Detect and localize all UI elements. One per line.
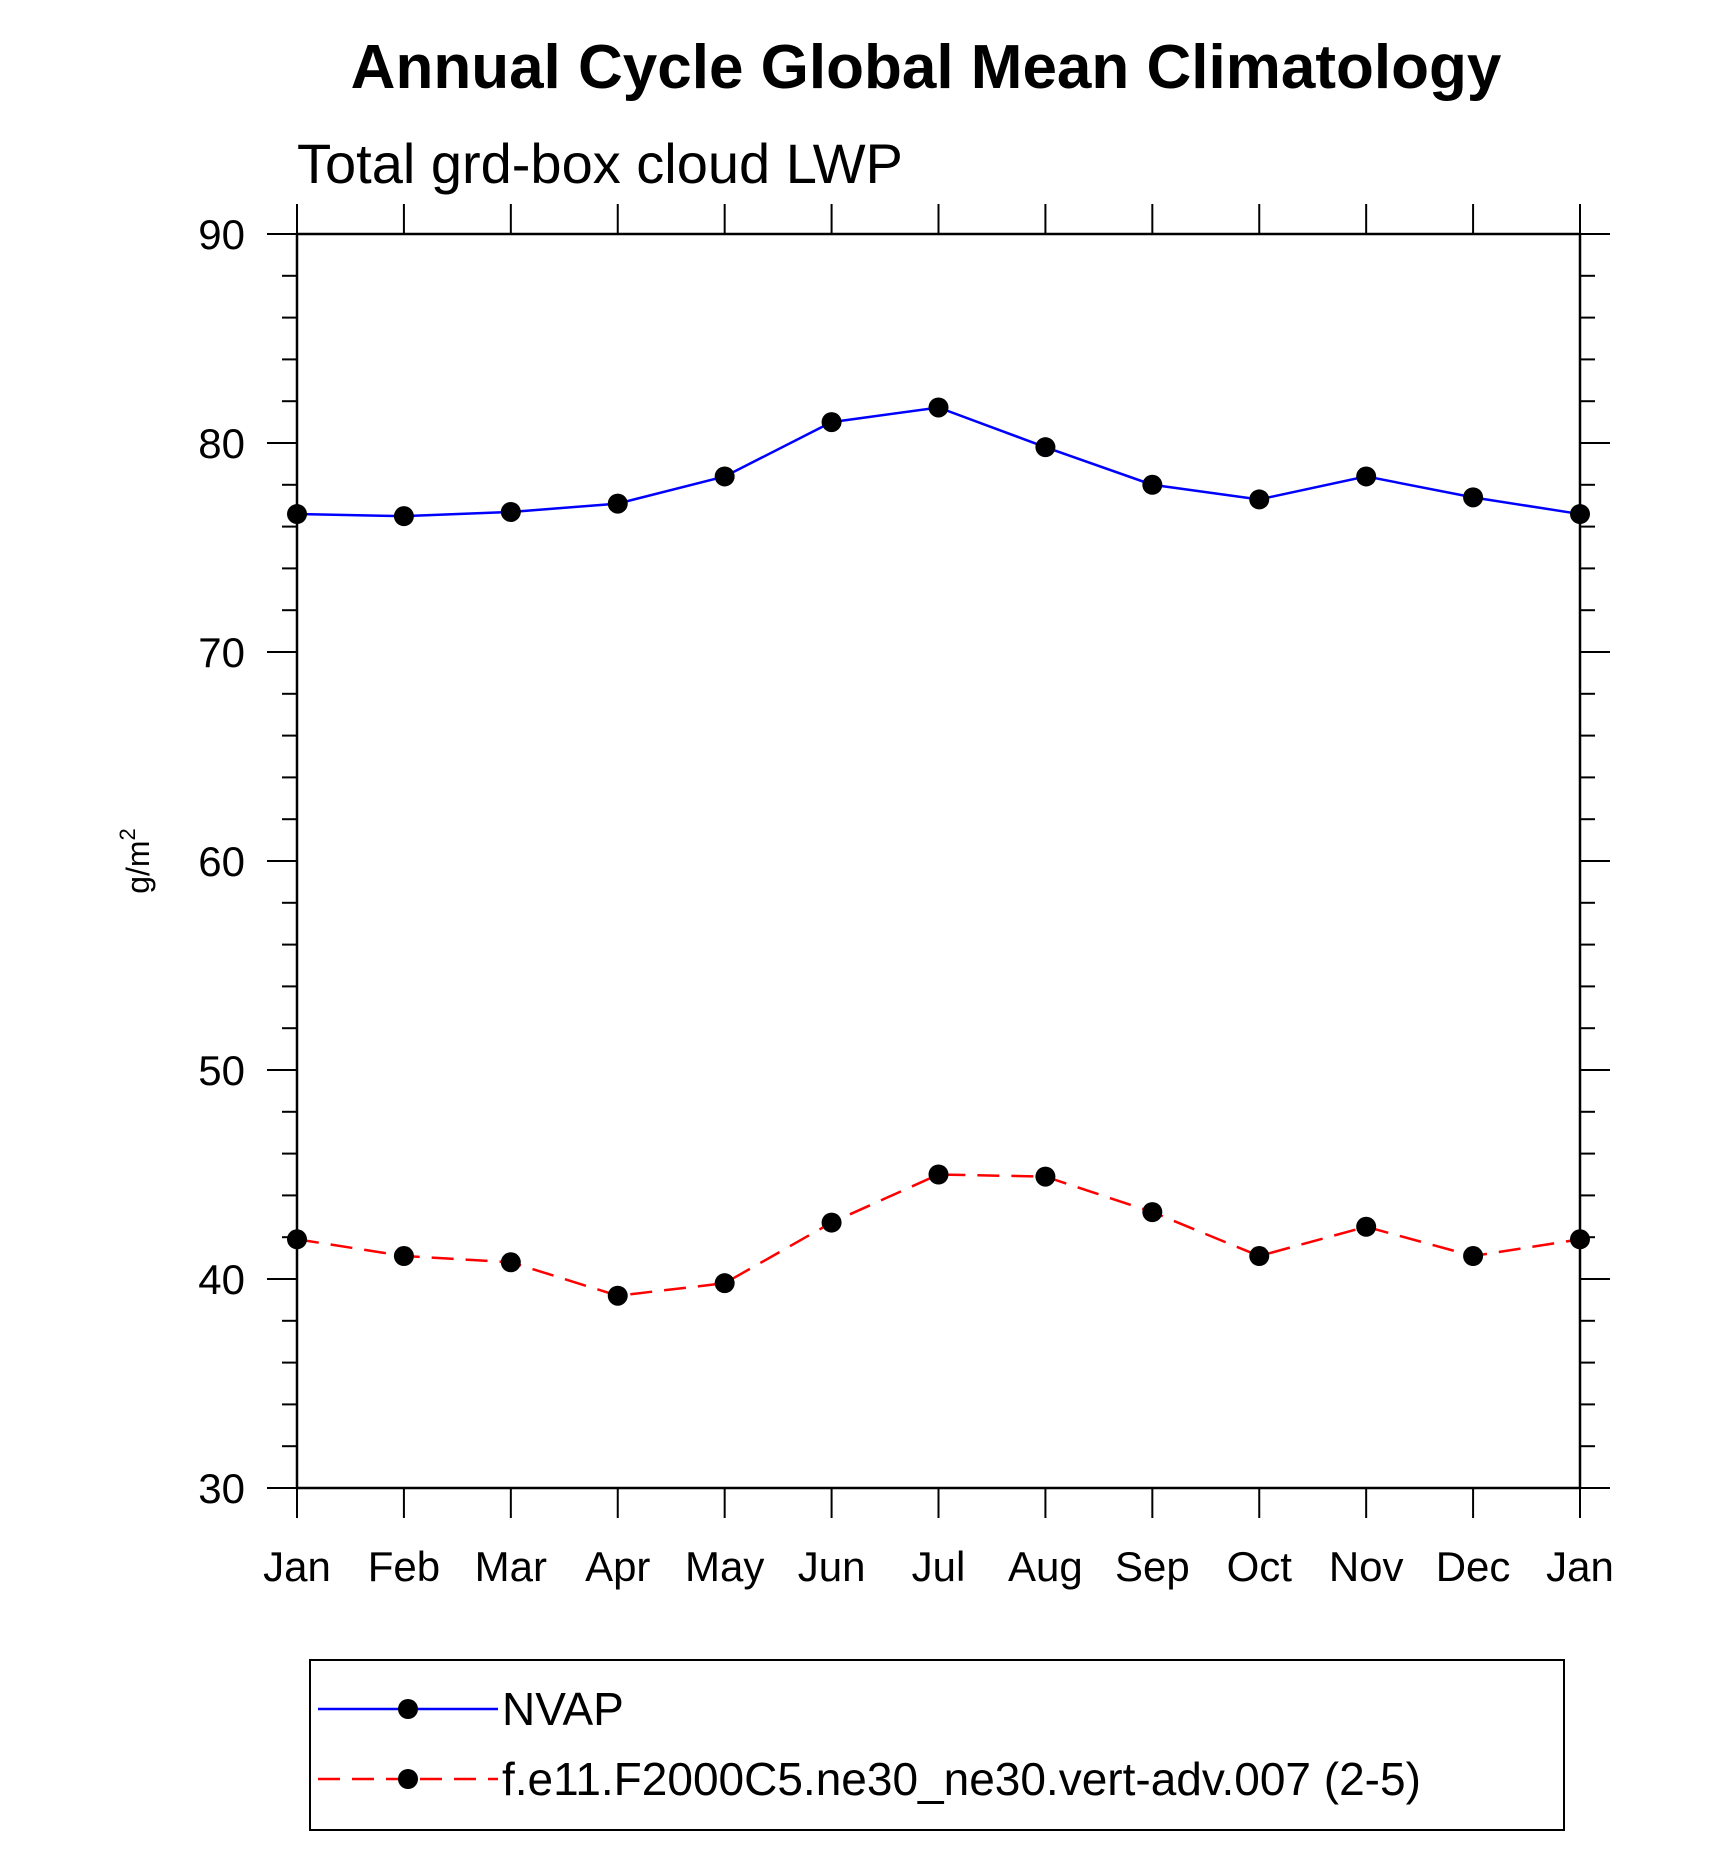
legend-box (309, 1659, 1565, 1831)
legend-marker-0 (398, 1699, 418, 1719)
data-point-series-0 (714, 466, 735, 487)
x-tick-label: Jan (263, 1543, 331, 1590)
data-point-series-0 (287, 504, 307, 525)
series-line-1 (296, 1173, 1581, 1297)
legend-label-1: f.e11.F2000C5.ne30_ne30.vert-adv.007 (2-… (502, 1753, 1421, 1805)
y-tick-label: 40 (198, 1256, 245, 1303)
legend: NVAP f.e11.F2000C5.ne30_ne30.vert-adv.007… (309, 1659, 1565, 1831)
axes: 30 40 50 60 70 80 90 Jan Feb Mar Apr May Jun Jul Aug Se… (115, 204, 1614, 1590)
x-tick-label: Mar (475, 1543, 547, 1590)
data-point-series-0 (928, 397, 949, 418)
data-point-series-0 (821, 412, 842, 433)
data-point-series-0 (393, 506, 414, 527)
data-point-series-1 (1570, 1229, 1590, 1250)
data-point-series-1 (1249, 1246, 1270, 1267)
x-tick-label: May (685, 1543, 764, 1590)
data-point-series-0 (500, 501, 521, 522)
y-axis-label-unit: g/m (120, 840, 156, 893)
data-point-series-0 (1463, 487, 1484, 508)
data-point-series-0 (1570, 504, 1590, 525)
data-point-series-1 (1463, 1246, 1484, 1267)
y-axis-label-superscript: 2 (115, 828, 140, 840)
data-point-series-0 (607, 493, 628, 514)
x-tick-label: Jun (798, 1543, 866, 1590)
x-tick-label: Feb (368, 1543, 440, 1590)
data-point-series-1 (821, 1212, 842, 1233)
data-point-series-0 (1356, 466, 1377, 487)
data-point-series-0 (1035, 437, 1056, 458)
series-line-0 (296, 406, 1581, 518)
data-point-series-1 (287, 1229, 307, 1250)
legend-label-0: NVAP (502, 1683, 624, 1735)
data-point-series-1 (1142, 1202, 1163, 1223)
data-point-series-1 (1035, 1166, 1056, 1187)
chart-subtitle: Total grd-box cloud LWP (297, 132, 903, 195)
x-tick-label: Jan (1546, 1543, 1614, 1590)
data-point-series-1 (1356, 1216, 1377, 1237)
data-point-series-1 (714, 1273, 735, 1294)
plot-frame (295, 232, 1582, 1490)
series-layer (287, 397, 1590, 1306)
x-tick-label: Oct (1227, 1543, 1293, 1590)
y-tick-label: 90 (198, 211, 245, 258)
x-tick-label: Apr (585, 1543, 650, 1590)
data-point-series-0 (1249, 489, 1270, 510)
data-point-series-1 (393, 1246, 414, 1267)
x-tick-label: Dec (1436, 1543, 1511, 1590)
legend-marker-1 (398, 1769, 418, 1789)
data-point-series-0 (1142, 474, 1163, 495)
data-point-series-1 (500, 1252, 521, 1273)
chart-title: Annual Cycle Global Mean Climatology (351, 33, 1502, 102)
x-tick-label: Aug (1008, 1543, 1083, 1590)
x-tick-label: Jul (912, 1543, 966, 1590)
y-tick-label: 80 (198, 420, 245, 467)
data-point-series-1 (928, 1164, 949, 1185)
data-point-series-1 (607, 1285, 628, 1306)
y-axis-label: g/m2 (115, 828, 156, 894)
y-tick-label: 70 (198, 629, 245, 676)
y-tick-label: 30 (198, 1465, 245, 1512)
y-tick-label: 60 (198, 838, 245, 885)
x-tick-label: Sep (1115, 1543, 1190, 1590)
y-tick-label: 50 (198, 1047, 245, 1094)
x-tick-label: Nov (1329, 1543, 1404, 1590)
